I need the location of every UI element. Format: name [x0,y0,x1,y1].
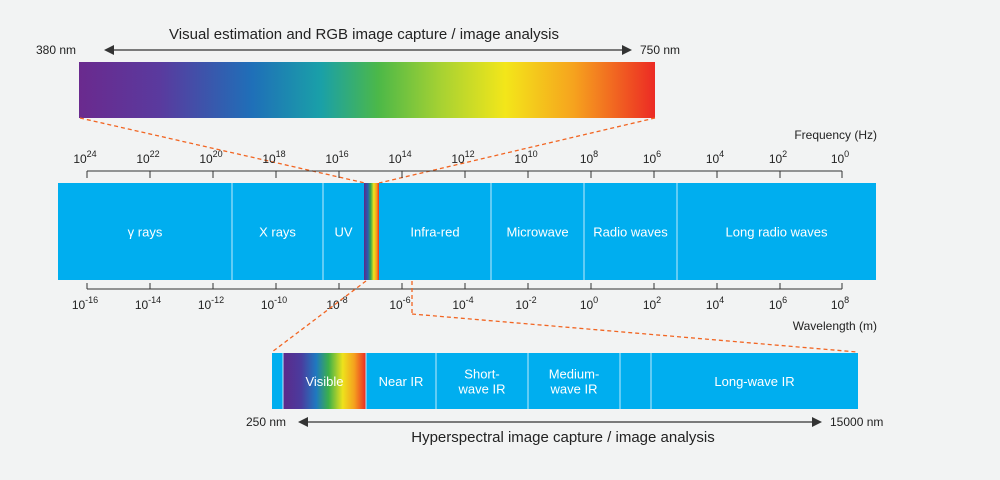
band-uv-edge [272,353,283,409]
frequency-tick-label: 1022 [136,149,159,166]
upper-connector-right [378,117,656,184]
wavelength-tick-label: 10-14 [135,295,161,312]
band-label-microwave: Microwave [506,225,568,240]
hyper-band-mediumwave-ir [528,353,620,409]
visible-arrow-left-head [104,45,114,55]
frequency-ticks: 1024 1022 1020 1018 1016 1014 1012 1010 108 106 10… [73,149,849,178]
band-xray [232,183,323,280]
frequency-tick-label: 1016 [325,149,348,166]
visible-gradient-strip [79,62,655,118]
wavelength-tick-label: 104 [706,295,724,312]
wavelength-tick-label: 10-10 [261,295,287,312]
band-gamma [58,183,232,280]
frequency-axis-label: Frequency (Hz) [794,128,877,142]
lower-connector-diagonal [411,313,858,353]
hyperspectral-end-label: 15000 nm [830,415,883,429]
frequency-tick-label: 102 [769,149,787,166]
hyper-band-label-shortwave-ir: wave IR [458,382,506,397]
band-label-gamma: γ rays [128,225,163,240]
wavelength-tick-label: 10-2 [515,295,536,312]
lower-connector-left [271,280,367,353]
hyper-band-label-shortwave-ir: Short- [464,367,499,382]
hyper-band-longwave-ir [651,353,858,409]
band-label-xray: X rays [259,225,296,240]
band-label-infrared: Infra-red [410,225,459,240]
wavelength-tick-label: 10-16 [72,295,98,312]
band-visible-slice [364,183,379,280]
hyper-band-gap [620,353,651,409]
wavelength-tick-label: 10-6 [389,295,410,312]
frequency-tick-label: 1010 [514,149,537,166]
frequency-tick-label: 1012 [451,149,474,166]
hyperspectral-arrow-left-head [298,417,308,427]
hyper-band-label-near-ir: Near IR [379,374,424,389]
hyperspectral-arrow-right-head [812,417,822,427]
band-label-long-radio: Long radio waves [726,225,828,240]
frequency-tick-label: 1020 [199,149,222,166]
hyper-band-shortwave-ir [436,353,528,409]
visible-end-label: 750 nm [640,43,680,57]
hyperspectral-strip-title: Hyperspectral image capture / image anal… [411,429,714,446]
wavelength-tick-label: 100 [580,295,598,312]
wavelength-tick-label: 10-12 [198,295,224,312]
frequency-tick-label: 106 [643,149,661,166]
wavelength-tick-label: 102 [643,295,661,312]
hyper-band-label-visible: Visible [305,374,343,389]
visible-arrow-right-head [622,45,632,55]
band-microwave [491,183,584,280]
wavelength-tick-label: 106 [769,295,787,312]
frequency-tick-label: 1024 [73,149,96,166]
visible-start-label: 380 nm [36,43,76,57]
hyper-band-label-longwave-ir: Long-wave IR [714,374,794,389]
frequency-tick-label: 100 [831,149,849,166]
band-label-uv: UV [334,225,352,240]
hyperspectral-start-label: 250 nm [246,415,286,429]
frequency-tick-label: 1018 [262,149,285,166]
wavelength-tick-label: 10-4 [452,295,473,312]
band-uv [323,183,364,280]
hyper-band-label-mediumwave-ir: wave IR [550,382,598,397]
spectrum-bands: γ rays X rays UV Infra-red Microwave Radio wa… [58,183,876,280]
band-infrared [379,183,491,280]
frequency-tick-label: 104 [706,149,724,166]
band-label-radio: Radio waves [593,225,668,240]
hyper-band-label-mediumwave-ir: Medium- [549,367,600,382]
wavelength-ticks: 10-16 10-14 10-12 10-10 10-8 10-6 10-4 10-2 100 1… [72,283,849,312]
visible-strip-title: Visual estimation and RGB image capture … [169,26,559,43]
wavelength-tick-label: 108 [831,295,849,312]
band-long-radio [677,183,876,280]
frequency-tick-label: 108 [580,149,598,166]
hyper-band-visible [283,353,366,409]
frequency-tick-label: 1014 [388,149,411,166]
wavelength-axis-label: Wavelength (m) [793,319,877,333]
hyper-band-near-ir [366,353,436,409]
band-radio [584,183,677,280]
